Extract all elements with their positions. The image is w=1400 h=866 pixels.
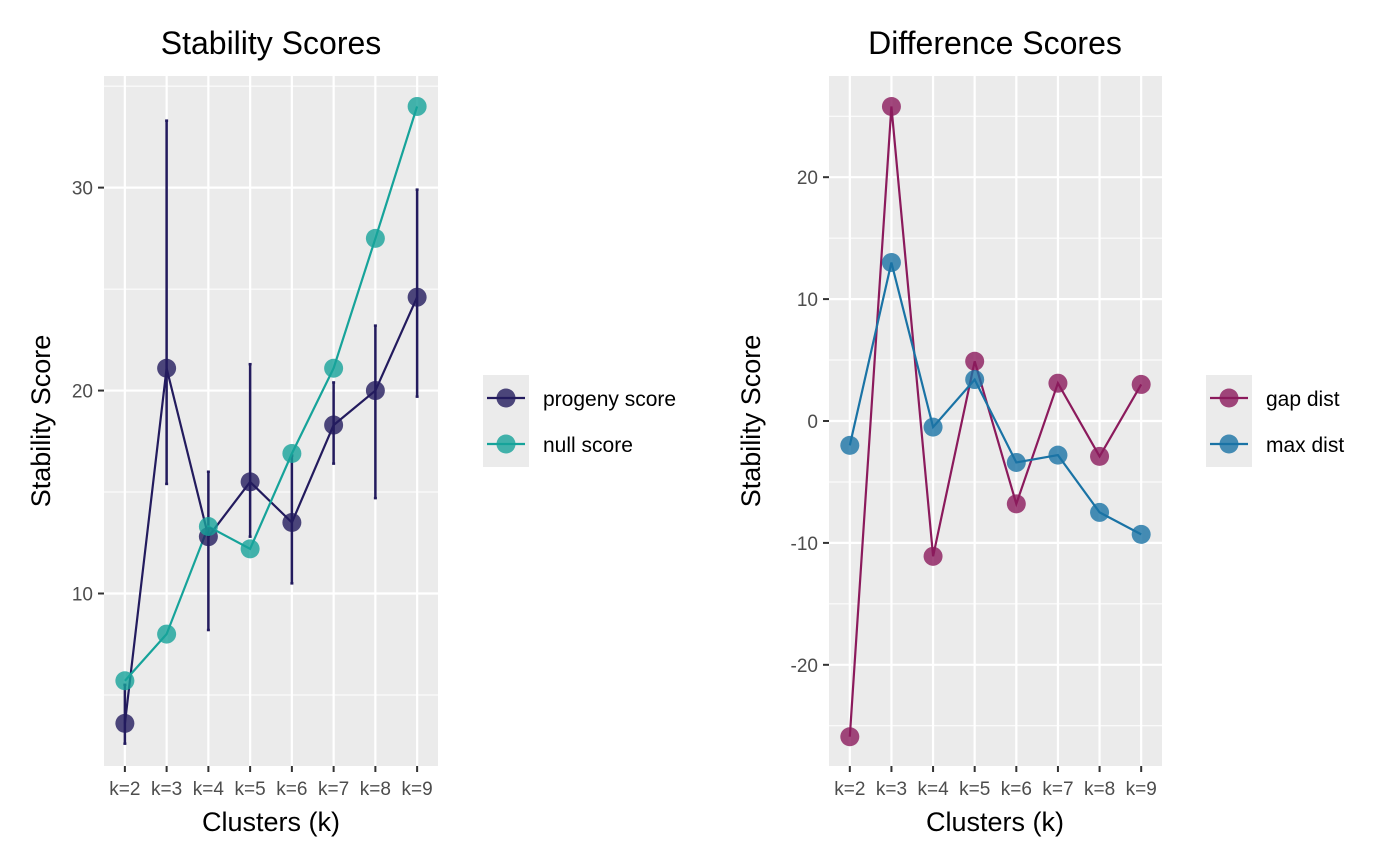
difference-x-axis-title: Clusters (k): [926, 807, 1064, 837]
progeny-score-point-k-5: [240, 472, 260, 492]
stability-x-tick-label-k-2: k=2: [109, 779, 140, 800]
difference-x-tick-label-k-8: k=8: [1084, 779, 1115, 800]
difference-y-tick-label: 10: [797, 290, 818, 311]
progeny-score-point-k-9: [407, 287, 427, 307]
null-score-point-k-2: [115, 671, 135, 691]
stability-plot-background: [104, 76, 438, 766]
max-dist-point-k-2: [840, 435, 860, 455]
stability-x-tick-label-k-7: k=7: [318, 779, 349, 800]
stability-x-tick-label-k-9: k=9: [402, 779, 433, 800]
max-dist-line: [848, 262, 1142, 536]
difference-legend: gap dist max dist: [1206, 375, 1344, 467]
gap-dist-point-k-4: [923, 546, 943, 566]
difference-y-axis-title: Stability Score: [736, 335, 766, 508]
gap-dist-point-k-2: [840, 727, 860, 747]
max-dist-point-k-9: [1131, 524, 1151, 544]
stability-x-tick-label-k-5: k=5: [235, 779, 266, 800]
difference-y-tick-label: 20: [797, 168, 818, 189]
stability-x-tick-label-k-6: k=6: [276, 779, 307, 800]
difference-chart-title: Difference Scores: [868, 25, 1122, 61]
null-score-point-k-6: [282, 443, 302, 463]
max-dist-legend-point: [1219, 434, 1239, 454]
max-dist-point-k-3: [881, 253, 901, 273]
progeny-score-legend-point: [496, 388, 516, 408]
gap-dist-line: [848, 106, 1143, 737]
progeny-score-point-k-2: [115, 713, 135, 733]
null-score-point-k-9: [407, 96, 427, 116]
max-dist-point-k-7: [1048, 445, 1068, 465]
gap-dist-point-k-6: [1006, 494, 1026, 514]
progeny-score-point-k-3: [157, 358, 177, 378]
progeny-score-legend-label: progeny score: [543, 388, 676, 411]
stability-y-axis-title: Stability Score: [26, 335, 56, 508]
gap-dist-point-k-9: [1131, 374, 1151, 394]
null-score-point-k-3: [157, 624, 177, 644]
gap-dist-point-k-5: [965, 351, 985, 371]
difference-x-tick-label-k-5: k=5: [959, 779, 990, 800]
stability-x-tick-label-k-3: k=3: [151, 779, 182, 800]
progeny-score-point-k-6: [282, 512, 302, 532]
gap-dist-point-k-7: [1048, 373, 1068, 393]
max-dist-point-k-6: [1006, 452, 1026, 472]
stability-chart-title: Stability Scores: [161, 25, 382, 61]
max-dist-point-k-5: [965, 370, 985, 390]
max-dist-point-k-8: [1090, 502, 1110, 522]
stability-axes: 10 20 30 k=2 k=3 k=4 k=5 k=6 k=7 k=8 k=9: [72, 179, 433, 800]
difference-y-tick-label: 0: [807, 412, 818, 433]
difference-gridlines: [829, 76, 1162, 766]
max-dist-legend-label: max dist: [1266, 434, 1344, 457]
gap-dist-point-k-8: [1090, 446, 1110, 466]
difference-x-tick-label-k-6: k=6: [1001, 779, 1032, 800]
null-score-point-k-5: [240, 539, 260, 559]
null-score-point-k-8: [365, 228, 385, 248]
difference-chart: -20 -10 0 10 20 k=2 k=3 k=4 k=5 k=6 k=7 k=8 k=9 Diff…: [736, 25, 1344, 837]
difference-x-tick-label-k-7: k=7: [1042, 779, 1073, 800]
stability-y-tick-label: 20: [72, 382, 93, 403]
difference-axes: -20 -10 0 10 20 k=2 k=3 k=4 k=5 k=6 k=7 k=8 k=9: [791, 168, 1157, 800]
gap-dist-legend-label: gap dist: [1266, 388, 1340, 411]
null-score-point-k-4: [198, 517, 218, 537]
max-dist-point-k-4: [923, 417, 943, 437]
progeny-score-point-k-8: [365, 381, 385, 401]
difference-x-tick-label-k-4: k=4: [917, 779, 949, 800]
stability-marks: [115, 96, 427, 745]
difference-x-tick-label-k-3: k=3: [876, 779, 907, 800]
gap-dist-legend-point: [1219, 388, 1239, 408]
stability-y-tick-label: 10: [72, 585, 93, 606]
difference-y-tick-label: -20: [791, 656, 818, 677]
difference-marks: [840, 96, 1151, 747]
stability-x-axis-title: Clusters (k): [202, 807, 340, 837]
gap-dist-point-k-3: [881, 96, 901, 116]
null-score-point-k-7: [324, 358, 344, 378]
stability-x-tick-label-k-4: k=4: [193, 779, 225, 800]
stability-chart: 10 20 30 k=2 k=3 k=4 k=5 k=6 k=7 k=8 k=9 Stability…: [26, 25, 676, 837]
difference-x-tick-label-k-9: k=9: [1126, 779, 1157, 800]
null-score-line: [124, 106, 419, 682]
difference-x-tick-label-k-2: k=2: [834, 779, 865, 800]
difference-y-tick-label: -10: [791, 534, 818, 555]
null-score-legend-point: [496, 434, 516, 454]
stability-legend: progeny score null score: [483, 375, 676, 467]
stability-y-tick-label: 30: [72, 179, 93, 200]
null-score-legend-label: null score: [543, 434, 633, 457]
stability-x-tick-label-k-8: k=8: [360, 779, 391, 800]
progeny-score-point-k-7: [324, 415, 344, 435]
